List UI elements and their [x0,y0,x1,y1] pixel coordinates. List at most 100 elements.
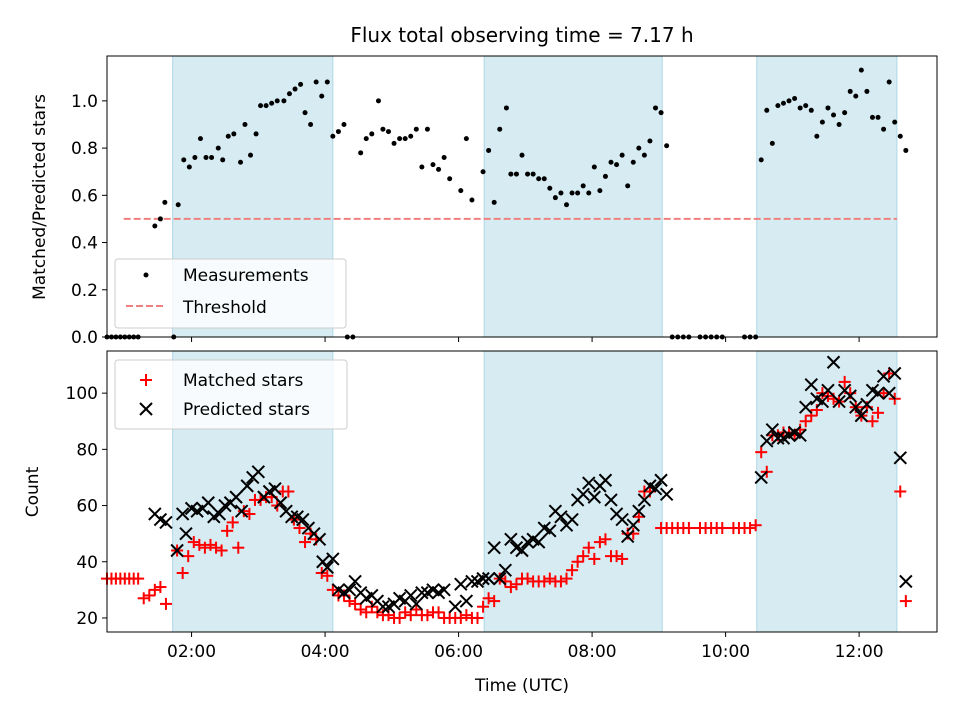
measurement-point [480,169,486,175]
predicted-star-point [284,510,299,524]
predicted-star-point [342,583,357,597]
predicted-star-point [415,585,429,600]
predicted-star-point [899,574,913,589]
measurement-point [458,188,464,194]
measurement-point [586,190,592,196]
measurement-point [803,103,809,109]
y-tick-label: 100 [66,384,98,404]
predicted-star-point [376,600,390,614]
measurement-point [797,105,803,111]
predicted-star-point [515,543,529,558]
predicted-star-point [815,394,830,409]
measurement-point [209,155,215,161]
measurement-point [503,105,509,111]
predicted-star-point [771,431,785,445]
predicted-star-point [296,512,310,527]
matched-star-point [204,538,217,551]
measurement-point [363,136,369,142]
matched-star-point [582,541,595,554]
predicted-star-point [860,397,874,412]
legend-predicted-label: Predicted stars [183,400,310,420]
matched-star-point [471,611,484,624]
measurement-point [330,133,336,139]
predicted-star-point [843,389,857,403]
measurement-point [292,86,298,92]
predicted-star-point [804,378,818,392]
predicted-star-point [175,507,190,521]
matched-star-point [566,564,579,577]
measurement-point [269,100,275,106]
measurement-point [397,136,403,142]
legend-matched-marker [140,374,152,386]
matched-star-point [182,550,195,563]
predicted-star-point [826,355,841,369]
measurement-point [302,110,308,116]
top-panel: 0.0 0.2 0.4 0.6 0.8 1.0 Matched/Predicted sta… [30,55,938,348]
predicted-star-point [465,574,479,589]
measurement-point [402,136,408,142]
shaded-interval-2 [484,56,663,337]
measurement-point [152,223,158,229]
bottom-y-axis-label: Count [23,466,43,517]
measurement-point [203,155,209,161]
predicted-star-point [543,524,557,538]
bottom-plot-frame [106,350,938,633]
predicted-star-point [179,526,193,541]
matched-star-point [410,603,423,616]
measurement-point [463,136,469,142]
measurement-point [413,126,419,132]
predicted-star-point [565,512,579,527]
measurement-point [186,164,192,170]
matched-star-point [716,522,729,535]
measurement-point [541,176,547,182]
matched-star-point [504,581,517,594]
matched-star-point [838,375,851,388]
measurement-point [286,91,292,97]
measurement-point [238,159,244,165]
matched-star-point [571,555,584,568]
measurement-point [486,147,492,153]
matched-star-point [577,550,590,563]
measurement-point [786,98,792,104]
x-tick-label: 06:00 [434,642,483,662]
matched-star-point [872,406,885,419]
predicted-star-point [554,510,568,524]
x-tick-label: 04:00 [301,642,350,662]
matched-star-point [460,609,473,622]
predicted-star-point [268,481,282,496]
matched-star-point [393,611,406,624]
measurement-point [903,147,909,153]
measurement-point [231,131,237,137]
measurement-point [380,126,386,132]
matched-star-point [521,572,534,585]
x-tick-label: 10:00 [701,642,750,662]
predicted-star-point [760,434,774,448]
measurement-point [792,96,798,102]
bottom-panel: 20 40 60 80 100 02:00 04:00 06:00 08:00 10:00 12:… [23,350,938,696]
matched-star-point [132,572,145,585]
predicted-star-point [793,428,807,443]
measurement-point [508,171,514,177]
predicted-star-point [251,465,266,479]
measurement-point [664,143,670,149]
measurement-point [853,93,859,99]
matched-star-point [432,606,445,619]
measurement-point [441,155,447,161]
measurement-point [313,79,319,85]
predicted-star-point [212,507,227,521]
y-tick-label: 0.8 [71,139,98,159]
measurement-point [519,152,525,158]
x-tick-label: 12:00 [835,642,884,662]
measurement-point [281,98,287,104]
measurement-point [758,157,764,163]
bottom-y-axis: 20 40 60 80 100 [66,384,107,629]
measurement-point [385,129,391,135]
measurement-point [564,202,570,208]
predicted-star-point [893,451,907,465]
measurement-point [341,121,347,127]
matched-star-point [159,597,172,610]
predicted-star-point [876,369,891,383]
legend-predicted-marker [139,402,153,416]
predicted-star-point [273,496,288,510]
measurement-point [858,67,864,73]
